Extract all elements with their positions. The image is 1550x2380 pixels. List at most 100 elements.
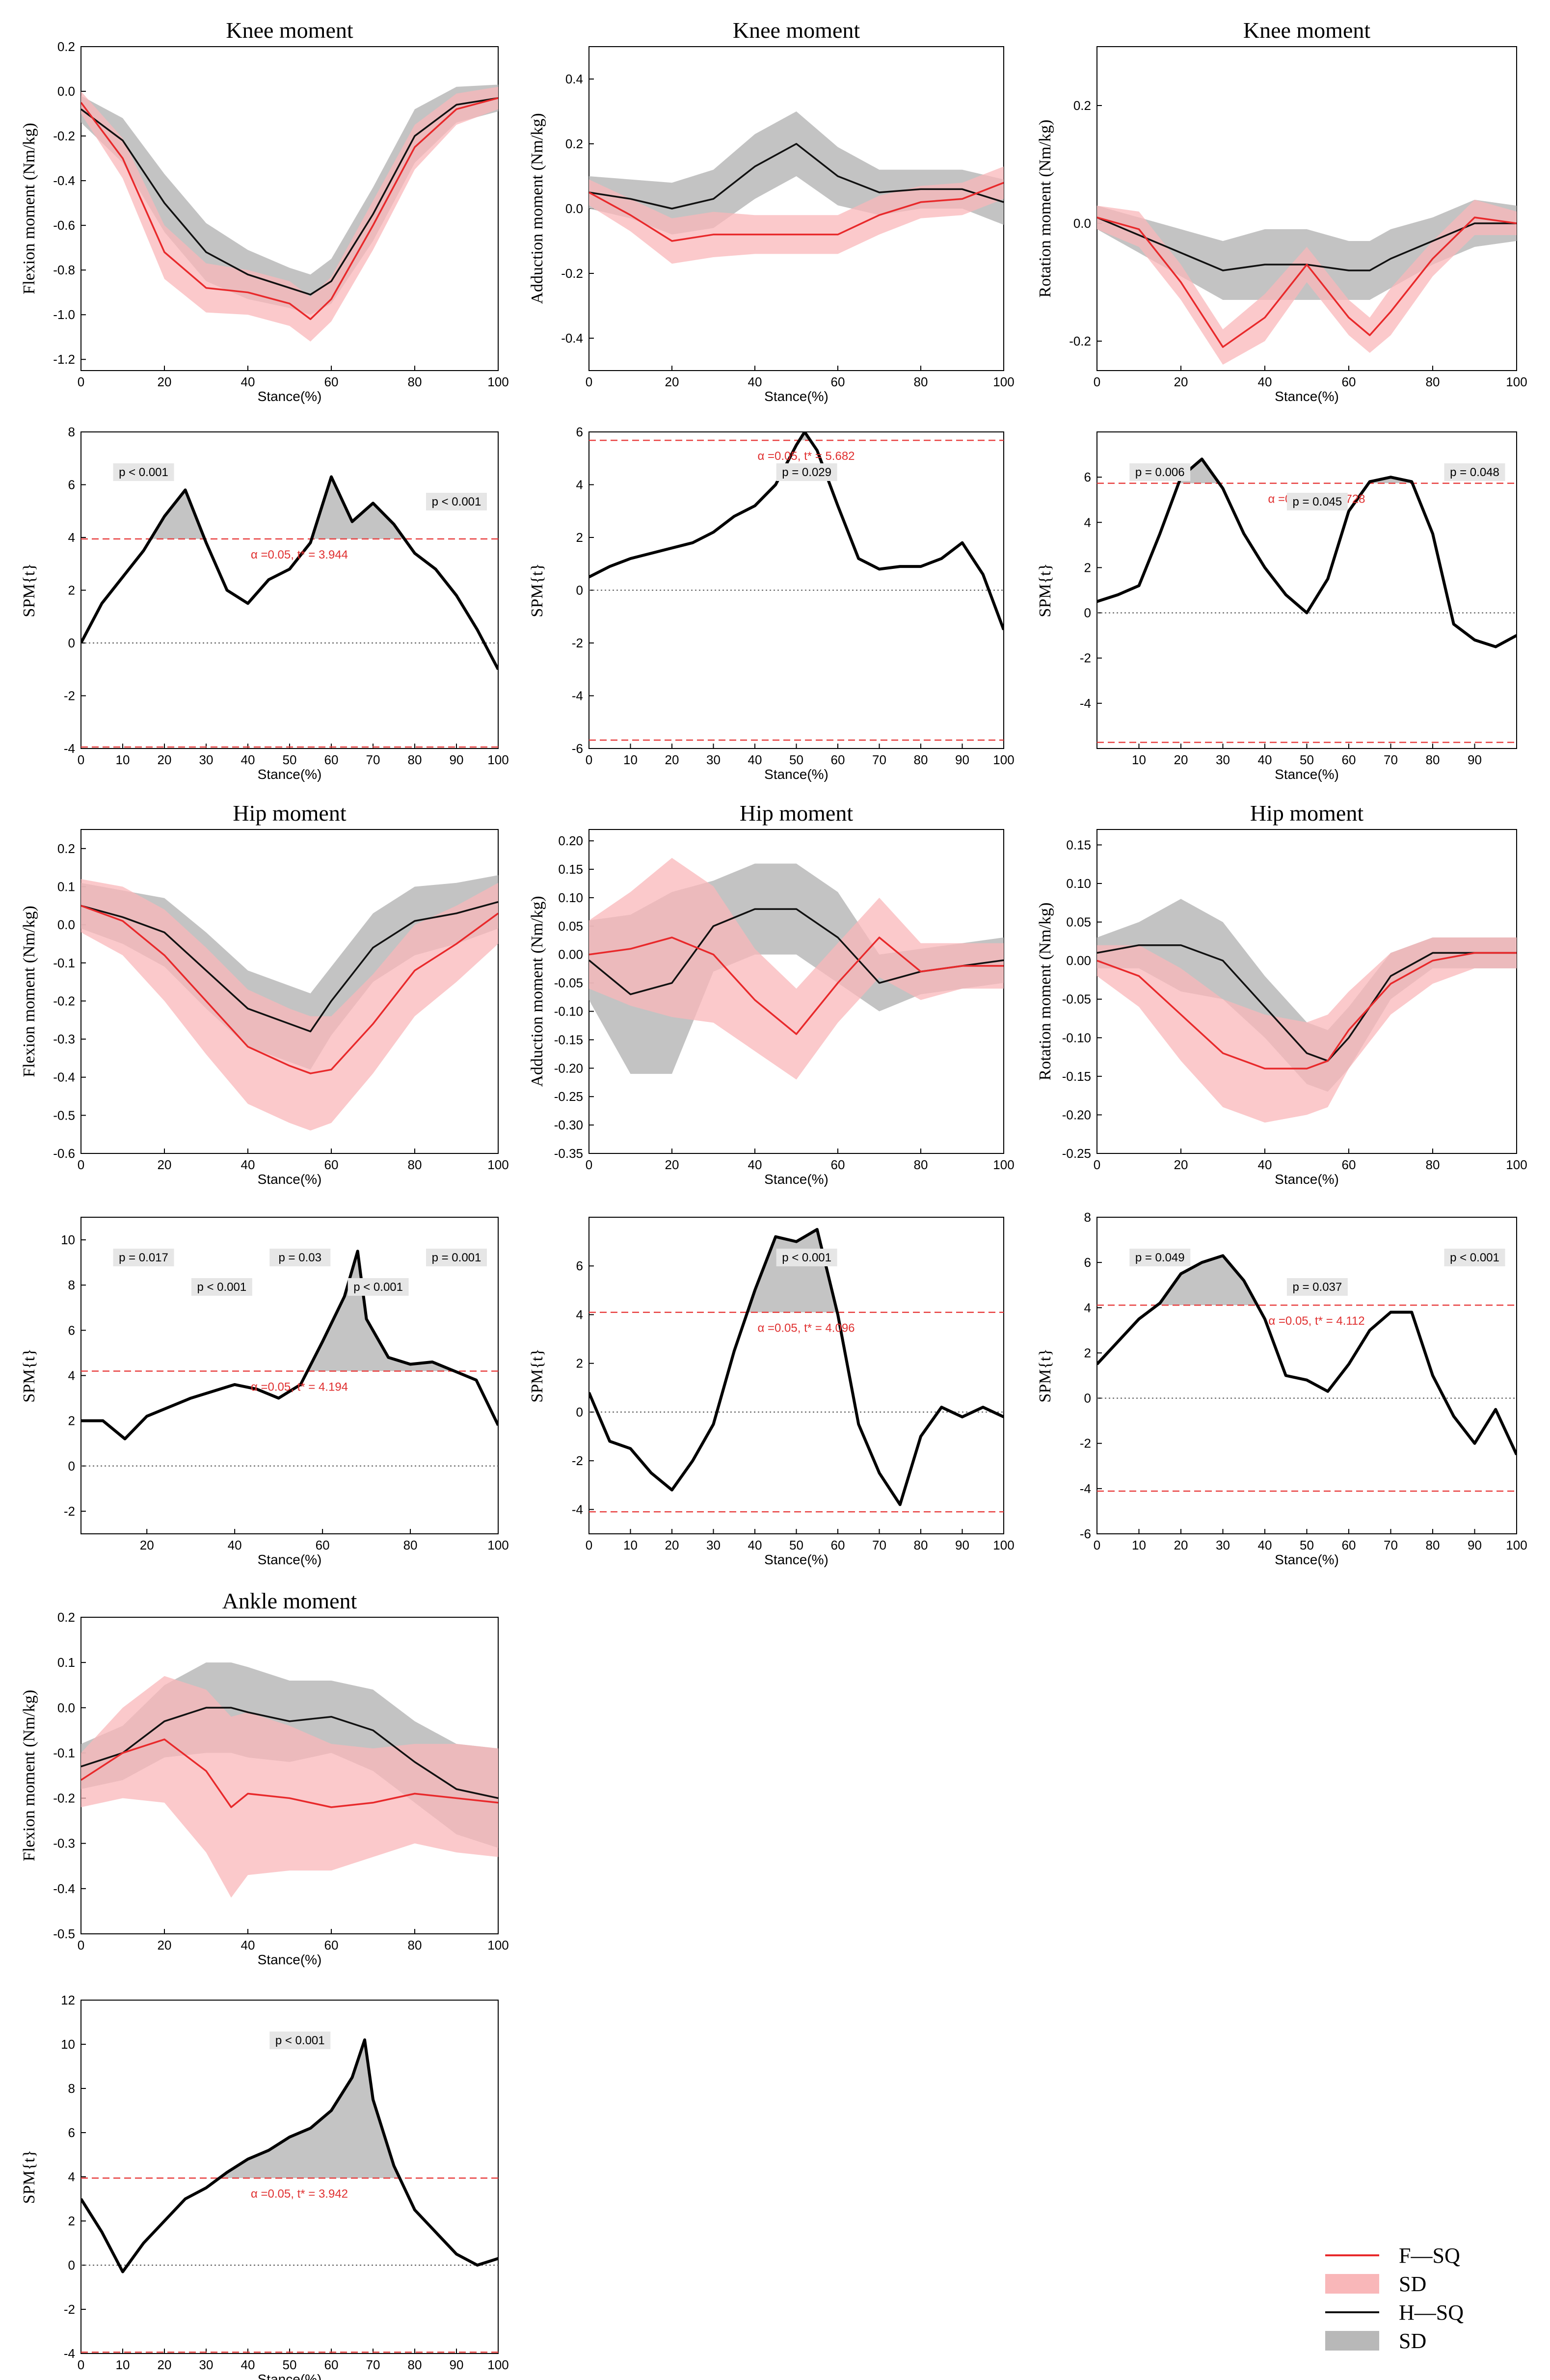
y-tick-label: 2 bbox=[1084, 1345, 1091, 1360]
h_sq-mean-line bbox=[1097, 944, 1517, 1062]
p-value-label: p < 0.001 bbox=[197, 1281, 246, 1294]
p-value-label: p < 0.001 bbox=[119, 466, 168, 479]
y-tick-label: 4 bbox=[68, 1368, 75, 1383]
y-axis-label: SPM{t} bbox=[1036, 1348, 1054, 1402]
y-tick-label: -1.0 bbox=[53, 307, 75, 322]
x-tick-label: 60 bbox=[831, 1538, 845, 1552]
y-tick-label: 2 bbox=[68, 2214, 75, 2228]
x-tick-label: 60 bbox=[1342, 374, 1356, 389]
p-value-label: p < 0.001 bbox=[782, 1251, 831, 1264]
x-tick-label: 20 bbox=[665, 1538, 679, 1552]
p-value-box bbox=[1129, 463, 1191, 481]
y-tick-label: -0.3 bbox=[53, 1836, 75, 1851]
x-tick-label: 100 bbox=[487, 2357, 508, 2372]
y-tick-label: 0 bbox=[68, 636, 75, 650]
y-tick-label: 6 bbox=[68, 2125, 75, 2140]
x-tick-label: 60 bbox=[316, 1538, 330, 1552]
y-tick-label: 4 bbox=[68, 530, 75, 545]
x-tick-label: 20 bbox=[665, 1157, 679, 1172]
y-axis-label: SPM{t} bbox=[528, 1348, 546, 1402]
y-tick-label: -0.25 bbox=[1062, 1146, 1091, 1161]
y-tick-label: -0.20 bbox=[554, 1061, 583, 1075]
x-tick-label: 60 bbox=[1342, 1538, 1356, 1552]
x-tick-label: 0 bbox=[78, 2357, 84, 2372]
panel-4: SPM{t}Stance(%)0 10 20 30 40 50 60 70 80 90 100864… bbox=[20, 425, 509, 782]
p-value-box bbox=[1129, 1249, 1191, 1266]
x-tick-label: 100 bbox=[993, 1538, 1014, 1552]
y-tick-label: -4 bbox=[1080, 1481, 1091, 1496]
y-tick-label: -4 bbox=[572, 1502, 583, 1517]
panel-7: Hip moment Flexion moment (Nm/kg) Stance(%… bbox=[20, 801, 509, 1187]
panel-3: Knee moment Rotation moment (Nm/kg) Stance… bbox=[1036, 18, 1527, 404]
p-value-label: p = 0.045 bbox=[1292, 495, 1342, 508]
p-value-label: p = 0.048 bbox=[1450, 466, 1499, 479]
y-tick-label: 0.05 bbox=[558, 919, 583, 934]
y-tick-label: 0.2 bbox=[1073, 98, 1091, 113]
y-tick-label: -0.2 bbox=[1069, 334, 1091, 348]
y-tick-label: 0.4 bbox=[565, 72, 583, 86]
h_sq-mean-line bbox=[1097, 216, 1517, 271]
y-axis-label: Flexion moment (Nm/kg) bbox=[20, 906, 38, 1077]
panel-6: SPM{t}Stance(%)10 20 30 40 50 60 70 80 906420-2-… bbox=[1036, 431, 1517, 782]
plot-frame bbox=[80, 46, 499, 371]
p-value-label: p = 0.049 bbox=[1135, 1251, 1185, 1264]
x-tick-label: 40 bbox=[748, 752, 762, 767]
y-tick-label: 0 bbox=[576, 1405, 583, 1419]
plot-area bbox=[81, 84, 498, 342]
y-axis-label: Rotation moment (Nm/kg) bbox=[1036, 120, 1054, 298]
suprathreshold-cluster bbox=[1368, 477, 1413, 483]
x-tick-label: 80 bbox=[408, 1157, 422, 1172]
y-tick-label: -2 bbox=[1080, 1436, 1091, 1451]
y-tick-label: 0 bbox=[68, 2258, 75, 2273]
x-tick-label: 100 bbox=[487, 1938, 508, 1952]
x-tick-label: 80 bbox=[1426, 1538, 1440, 1552]
x-tick-label: 20 bbox=[665, 374, 679, 389]
f_sq-sd-band bbox=[589, 857, 1004, 1080]
p-value-label: p < 0.001 bbox=[275, 2034, 325, 2047]
y-tick-label: -1.2 bbox=[53, 352, 75, 367]
x-tick-label: 30 bbox=[1216, 1538, 1230, 1552]
y-tick-label: -0.1 bbox=[53, 956, 75, 970]
x-tick-label: 40 bbox=[241, 1938, 255, 1952]
x-tick-label: 30 bbox=[199, 2357, 214, 2372]
x-tick-label: 80 bbox=[914, 1538, 928, 1552]
y-tick-label: 6 bbox=[1084, 1255, 1091, 1270]
x-tick-label: 20 bbox=[158, 2357, 172, 2372]
x-tick-label: 100 bbox=[1506, 374, 1527, 389]
y-tick-label: 0.1 bbox=[57, 1655, 75, 1670]
x-tick-label: 100 bbox=[1506, 1538, 1527, 1552]
x-tick-label: 40 bbox=[748, 1157, 762, 1172]
x-tick-label: 0 bbox=[78, 752, 84, 767]
x-tick-label: 10 bbox=[1132, 752, 1146, 767]
f_sq-sd-band bbox=[81, 86, 498, 342]
y-tick-label: 4 bbox=[1084, 515, 1091, 530]
x-tick-label: 30 bbox=[199, 752, 214, 767]
x-tick-label: 0 bbox=[586, 1157, 592, 1172]
x-tick-label: 70 bbox=[366, 752, 380, 767]
y-tick-label: 4 bbox=[576, 1307, 583, 1322]
y-tick-label: 6 bbox=[576, 425, 583, 439]
x-tick-label: 70 bbox=[872, 752, 886, 767]
y-tick-label: -0.6 bbox=[53, 1146, 75, 1161]
y-tick-label: -0.3 bbox=[53, 1032, 75, 1046]
x-tick-label: 90 bbox=[955, 752, 969, 767]
x-tick-label: 0 bbox=[1094, 1538, 1100, 1552]
y-tick-label: 0 bbox=[68, 1459, 75, 1473]
x-axis-label: Stance(%) bbox=[764, 389, 828, 404]
p-value-box bbox=[776, 1249, 837, 1266]
h_sq-sd-band bbox=[81, 875, 498, 1070]
y-tick-label: 4 bbox=[576, 478, 583, 492]
y-tick-label: 2 bbox=[68, 583, 75, 598]
f_sq-sd-band bbox=[81, 879, 498, 1131]
p-value-box bbox=[347, 1278, 409, 1296]
y-tick-label: -0.5 bbox=[53, 1926, 75, 1941]
y-tick-label: 0 bbox=[1084, 1391, 1091, 1406]
y-tick-label: -6 bbox=[572, 741, 583, 756]
plot-area bbox=[589, 432, 1004, 741]
x-axis-label: Stance(%) bbox=[258, 1952, 322, 1967]
x-tick-label: 60 bbox=[324, 1938, 339, 1952]
plot-area bbox=[1097, 1254, 1517, 1492]
x-tick-label: 50 bbox=[283, 2357, 297, 2372]
y-tick-label: 0.00 bbox=[1066, 953, 1091, 968]
